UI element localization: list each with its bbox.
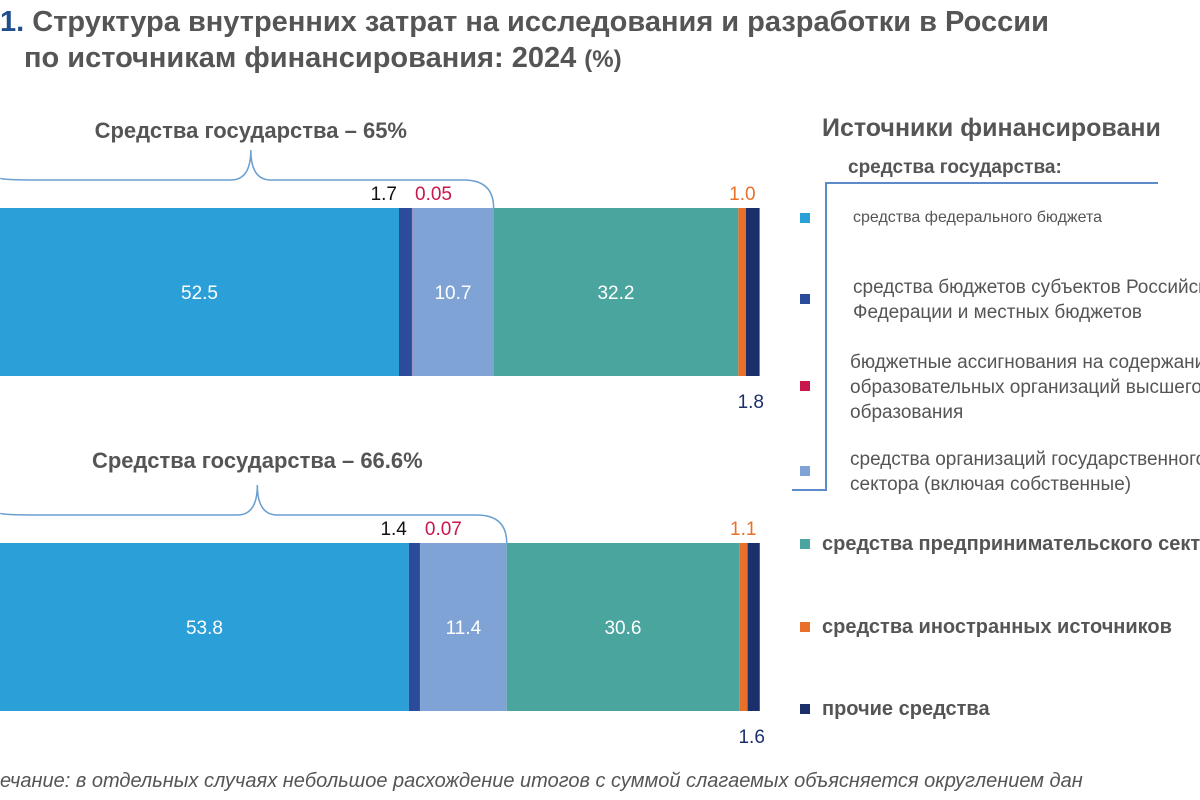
legend-item: средства федерального бюджета	[853, 206, 1102, 230]
data-label: 30.6	[604, 618, 641, 639]
bar-segment	[747, 543, 760, 711]
data-label: 1.1	[730, 519, 756, 540]
government-brace	[0, 149, 495, 209]
legend-swatch	[800, 381, 810, 391]
bar-segment	[493, 208, 739, 376]
bar-segment	[739, 543, 748, 711]
chart-title: 1. Структура внутренних затрат на исслед…	[0, 4, 1049, 78]
legend-swatch	[800, 294, 810, 304]
legend-item: средства бюджетов субъектов Российской Ф…	[853, 275, 1200, 325]
bar-segment	[399, 208, 412, 376]
legend-title: Источники финансировани	[822, 114, 1161, 142]
legend-item-text: прочие средства	[822, 698, 990, 720]
bar-segment	[745, 208, 760, 376]
bar-segment	[0, 208, 399, 376]
legend-swatch	[800, 466, 810, 476]
government-brace	[0, 484, 508, 544]
legend-item: прочие средства	[822, 697, 990, 721]
bar-segment	[506, 543, 740, 711]
legend-item-text: средства организаций государственного се…	[850, 449, 1200, 495]
group-label: Средства государства – 66.6%	[92, 448, 423, 473]
title-unit: (%)	[584, 46, 622, 73]
legend-item-text: средства федерального бюджета	[853, 209, 1103, 226]
data-label: 1.8	[738, 392, 764, 413]
bar-segment	[419, 543, 421, 711]
legend-item-text: средства иностранных источников	[822, 616, 1172, 638]
data-label: 0.07	[425, 519, 462, 540]
title-line1: Структура внутренних затрат на исследова…	[32, 6, 1049, 38]
group-label: Средства государства – 65%	[95, 118, 407, 143]
legend-item-text: бюджетные ассигнования на содержание обр…	[850, 352, 1200, 423]
bar-segment	[738, 208, 746, 376]
data-label: 10.7	[434, 283, 471, 304]
legend-item: средства иностранных источников	[822, 615, 1172, 639]
data-label: 1.4	[380, 519, 407, 540]
legend-item-text: средства предпринимательского сектора	[822, 533, 1200, 555]
data-label: 52.5	[181, 283, 218, 304]
bar-segment	[412, 208, 494, 376]
legend-swatch	[800, 213, 810, 223]
data-label: 0.05	[415, 184, 452, 205]
data-label: 32.2	[597, 283, 634, 304]
bar-segment	[408, 543, 420, 711]
data-label: 1.7	[371, 184, 397, 205]
legend-swatch	[800, 539, 810, 549]
legend-item: средства организаций государственного се…	[850, 447, 1200, 497]
data-label: 11.4	[446, 618, 482, 639]
bar-segment	[0, 543, 409, 711]
title-line2: по источникам финансирования: 2024	[24, 42, 577, 74]
legend-item-text: средства бюджетов субъектов Российской Ф…	[853, 277, 1200, 323]
legend-swatch	[800, 622, 810, 632]
footnote: ечание: в отдельных случаях небольшое ра…	[0, 770, 1083, 792]
bar-segment	[420, 543, 507, 711]
legend-swatch	[800, 704, 810, 714]
data-label: 1.6	[738, 727, 764, 748]
legend-item: бюджетные ассигнования на содержание обр…	[850, 350, 1200, 425]
data-label: 1.0	[729, 184, 755, 205]
title-number: 1.	[0, 6, 25, 38]
legend-bracket	[792, 182, 1158, 491]
data-label: 53.8	[186, 618, 223, 639]
legend-item: средства предпринимательского сектора	[822, 532, 1200, 556]
legend-subtitle: средства государства:	[848, 157, 1062, 178]
